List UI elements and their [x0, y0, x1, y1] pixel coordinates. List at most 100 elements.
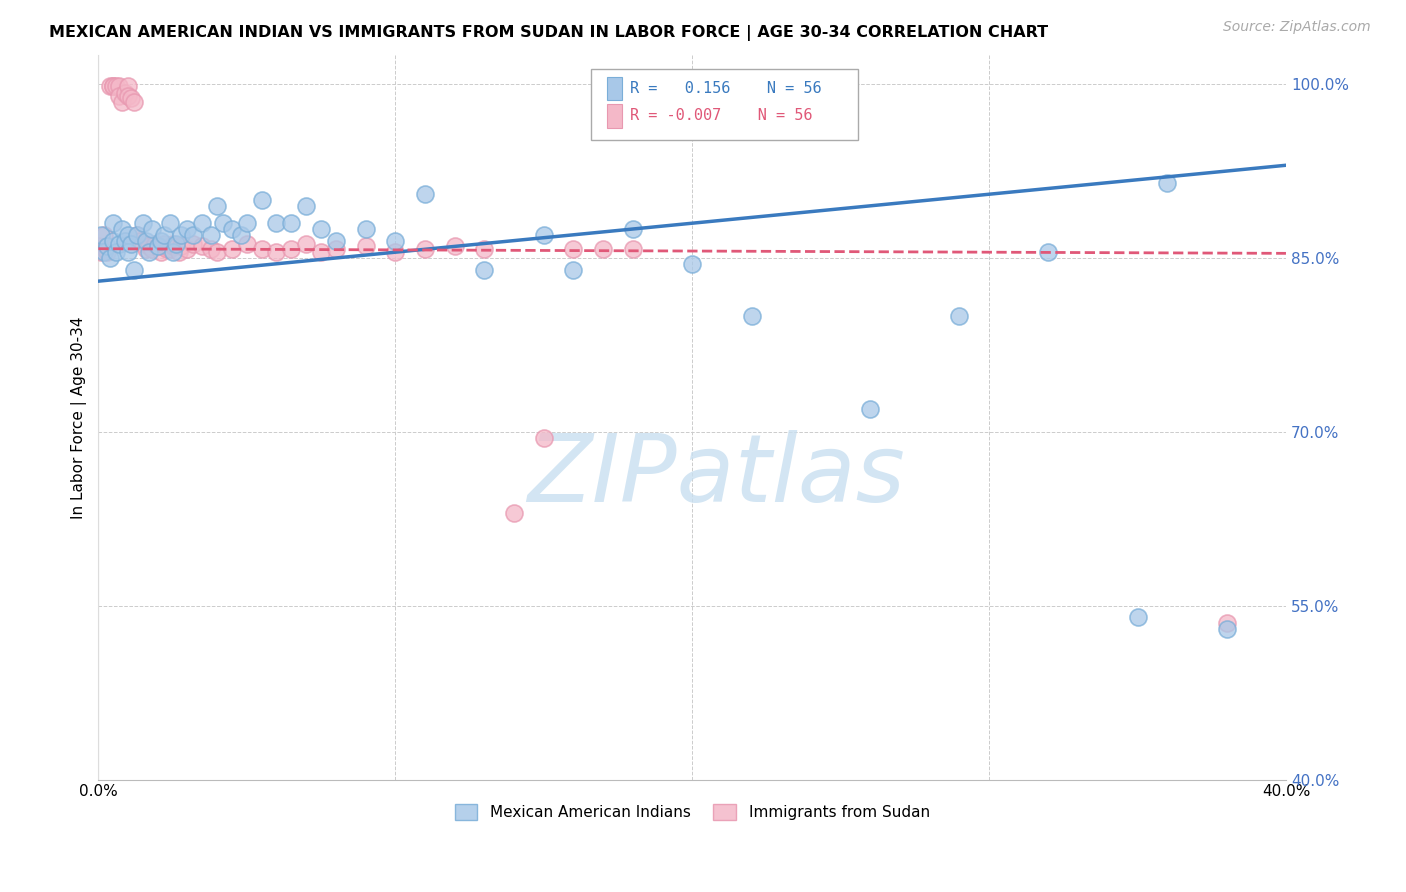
Point — [221, 222, 243, 236]
Point — [162, 245, 184, 260]
Point — [167, 245, 190, 260]
Text: R = -0.007    N = 56: R = -0.007 N = 56 — [630, 109, 813, 123]
Point — [354, 222, 377, 236]
Point — [250, 193, 273, 207]
Point — [93, 245, 115, 260]
Point — [205, 245, 228, 260]
Point — [1156, 176, 1178, 190]
Point — [384, 245, 406, 260]
Point — [325, 242, 347, 256]
Point — [621, 242, 644, 256]
Point — [413, 187, 436, 202]
Point — [1215, 616, 1237, 631]
Point — [354, 239, 377, 253]
Point — [138, 239, 160, 253]
Point — [93, 227, 115, 242]
Point — [280, 242, 302, 256]
Point — [122, 262, 145, 277]
Point — [309, 245, 332, 260]
Point — [87, 239, 110, 253]
Point — [681, 257, 703, 271]
Point — [103, 79, 125, 94]
Point — [108, 237, 131, 252]
Point — [103, 234, 125, 248]
Point — [325, 234, 347, 248]
Point — [162, 237, 184, 252]
Point — [98, 251, 121, 265]
Point — [592, 242, 614, 256]
Point — [472, 242, 495, 256]
Point — [1215, 622, 1237, 636]
Point — [141, 242, 163, 256]
Point — [103, 79, 125, 94]
Text: MEXICAN AMERICAN INDIAN VS IMMIGRANTS FROM SUDAN IN LABOR FORCE | AGE 30-34 CORR: MEXICAN AMERICAN INDIAN VS IMMIGRANTS FR… — [49, 25, 1049, 41]
Point — [90, 245, 112, 260]
Point — [156, 242, 179, 256]
Point — [149, 234, 172, 248]
Point — [503, 506, 526, 520]
Point — [152, 237, 174, 252]
Point — [105, 79, 128, 94]
Point — [120, 91, 142, 105]
Point — [152, 227, 174, 242]
Point — [132, 216, 155, 230]
Point — [295, 237, 318, 252]
Point — [948, 309, 970, 323]
Point — [132, 237, 155, 252]
Point — [159, 216, 181, 230]
Point — [125, 227, 148, 242]
Point — [159, 242, 181, 256]
Point — [117, 79, 139, 94]
Point — [859, 401, 882, 416]
Point — [266, 245, 288, 260]
FancyBboxPatch shape — [606, 104, 621, 128]
Point — [146, 239, 169, 253]
Point — [472, 262, 495, 277]
Point — [105, 245, 128, 260]
Point — [250, 242, 273, 256]
Point — [114, 87, 136, 101]
Point — [143, 237, 166, 252]
Point — [533, 227, 555, 242]
Point — [191, 216, 214, 230]
Point — [533, 431, 555, 445]
FancyBboxPatch shape — [606, 77, 621, 100]
Point — [117, 227, 139, 242]
Point — [125, 227, 148, 242]
FancyBboxPatch shape — [591, 69, 859, 140]
Text: R =   0.156    N = 56: R = 0.156 N = 56 — [630, 81, 823, 96]
Legend: Mexican American Indians, Immigrants from Sudan: Mexican American Indians, Immigrants fro… — [449, 798, 936, 826]
Point — [98, 79, 121, 94]
Point — [176, 222, 198, 236]
Point — [135, 242, 157, 256]
Point — [96, 245, 118, 260]
Point — [135, 234, 157, 248]
Point — [117, 88, 139, 103]
Point — [200, 242, 222, 256]
Point — [1126, 610, 1149, 624]
Point — [236, 216, 259, 230]
Point — [165, 237, 187, 252]
Point — [221, 242, 243, 256]
Point — [138, 245, 160, 260]
Point — [162, 239, 184, 253]
Point — [280, 216, 302, 230]
Point — [562, 242, 585, 256]
Point — [741, 309, 763, 323]
Point — [141, 222, 163, 236]
Point — [413, 242, 436, 256]
Point — [129, 234, 152, 248]
Point — [108, 79, 131, 94]
Point — [229, 227, 252, 242]
Point — [443, 239, 465, 253]
Point — [120, 237, 142, 252]
Point — [111, 222, 134, 236]
Point — [1038, 245, 1060, 260]
Point — [170, 227, 193, 242]
Point — [183, 237, 205, 252]
Point — [103, 216, 125, 230]
Point — [621, 222, 644, 236]
Point — [117, 245, 139, 260]
Point — [183, 227, 205, 242]
Point — [384, 234, 406, 248]
